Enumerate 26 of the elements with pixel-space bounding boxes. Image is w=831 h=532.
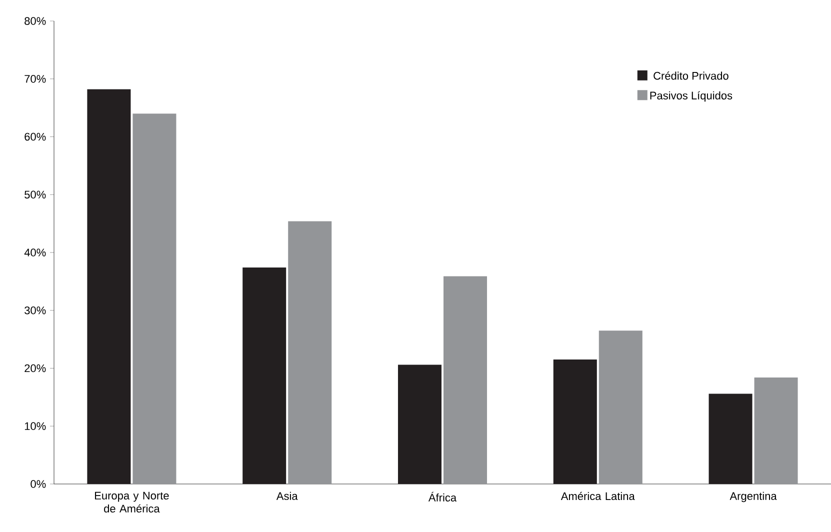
y-tick-label: 60% bbox=[24, 132, 46, 141]
x-tick-label: América Latina bbox=[560, 492, 635, 500]
legend-label: Crédito Privado bbox=[654, 72, 728, 80]
bar bbox=[754, 378, 798, 484]
x-tick-label: Argentina bbox=[730, 492, 777, 502]
y-tick-label: 20% bbox=[24, 364, 46, 372]
y-tick-label: 0% bbox=[30, 480, 46, 488]
bar bbox=[132, 114, 176, 484]
legend-label: Pasivos Líquidos bbox=[650, 91, 732, 102]
bar bbox=[708, 394, 752, 484]
bar bbox=[444, 276, 488, 484]
x-tick-label: Europa y Norte de América bbox=[95, 492, 169, 513]
x-tick-label: África bbox=[428, 492, 457, 502]
bar bbox=[87, 89, 131, 484]
bar bbox=[242, 268, 286, 484]
bar bbox=[288, 221, 332, 484]
y-tick-label: 70% bbox=[24, 74, 46, 83]
bar bbox=[398, 364, 442, 484]
y-tick-label: 10% bbox=[24, 422, 46, 430]
bar bbox=[598, 330, 642, 484]
y-tick-label: 50% bbox=[24, 190, 46, 199]
y-tick-label: 80% bbox=[24, 17, 46, 25]
y-tick-label: 40% bbox=[24, 248, 46, 256]
bar bbox=[553, 360, 597, 484]
y-tick-label: 30% bbox=[24, 306, 46, 314]
x-tick-label: Asia bbox=[276, 492, 298, 500]
